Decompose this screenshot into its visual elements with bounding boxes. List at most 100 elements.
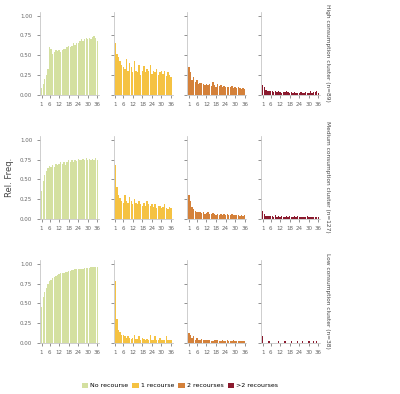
Bar [127, 336, 129, 343]
Bar [210, 341, 212, 343]
Bar [318, 217, 319, 219]
Bar [146, 339, 148, 343]
Bar [314, 217, 316, 219]
Bar [132, 204, 134, 219]
Bar [49, 47, 50, 95]
Bar [74, 269, 76, 343]
Bar [281, 216, 282, 219]
Bar [89, 38, 90, 95]
Bar [126, 201, 127, 219]
Bar [220, 341, 222, 343]
Bar [222, 87, 223, 95]
Bar [138, 65, 140, 95]
Bar [119, 332, 121, 343]
Bar [47, 69, 49, 95]
Bar [148, 340, 150, 343]
Bar [244, 89, 245, 95]
Bar [218, 341, 220, 343]
Bar [302, 217, 303, 219]
Bar [154, 336, 156, 343]
Bar [217, 340, 218, 343]
Bar [267, 91, 268, 95]
Bar [222, 215, 223, 219]
Bar [217, 84, 218, 95]
Bar [280, 92, 281, 95]
Bar [79, 160, 80, 219]
Bar [115, 281, 116, 343]
Bar [220, 85, 222, 95]
Bar [190, 201, 191, 219]
Bar [169, 75, 170, 95]
Bar [73, 270, 74, 343]
Bar [57, 275, 58, 343]
Bar [84, 160, 85, 219]
Bar [87, 268, 88, 343]
Bar [140, 75, 142, 95]
Bar [58, 164, 60, 219]
Bar [50, 280, 52, 343]
Bar [241, 341, 242, 343]
Bar [281, 93, 282, 95]
Bar [42, 84, 44, 95]
Bar [273, 217, 274, 219]
Bar [228, 87, 230, 95]
Bar [284, 217, 286, 219]
Bar [97, 160, 98, 219]
Bar [151, 340, 152, 343]
Bar [212, 82, 214, 95]
Bar [208, 340, 209, 343]
Legend: No recourse, 1 recourse, 2 recourses, >2 recourses: No recourse, 1 recourse, 2 recourses, >2… [79, 380, 281, 391]
Bar [126, 338, 127, 343]
Bar [161, 208, 162, 219]
Bar [156, 69, 157, 95]
Bar [142, 206, 143, 219]
Bar [135, 339, 137, 343]
Bar [47, 284, 49, 343]
Bar [316, 91, 318, 95]
Bar [68, 46, 69, 95]
Bar [223, 86, 225, 95]
Bar [278, 91, 279, 95]
Bar [124, 69, 126, 95]
Bar [167, 340, 168, 343]
Bar [265, 216, 266, 219]
Bar [313, 341, 314, 343]
Bar [316, 341, 318, 343]
Bar [129, 63, 130, 95]
Bar [198, 84, 199, 95]
Bar [201, 83, 202, 95]
Bar [142, 338, 143, 343]
Bar [275, 91, 276, 95]
Bar [41, 307, 42, 343]
Bar [228, 341, 230, 343]
Bar [288, 217, 289, 219]
Bar [164, 340, 165, 343]
Bar [137, 72, 138, 95]
Bar [92, 37, 93, 95]
Bar [122, 203, 124, 219]
Bar [65, 165, 66, 219]
Bar [95, 267, 96, 343]
Bar [296, 217, 297, 219]
Bar [300, 92, 302, 95]
Bar [135, 71, 137, 95]
Bar [193, 209, 194, 219]
Bar [95, 38, 96, 95]
Bar [302, 93, 303, 95]
Bar [86, 158, 87, 219]
Bar [209, 340, 210, 343]
Bar [86, 268, 87, 343]
Bar [204, 85, 206, 95]
Bar [90, 267, 92, 343]
Bar [71, 160, 72, 219]
Bar [270, 91, 271, 95]
Bar [119, 198, 121, 219]
Bar [68, 160, 69, 219]
Bar [226, 214, 228, 219]
Bar [311, 93, 313, 95]
Bar [170, 208, 172, 219]
Bar [225, 87, 226, 95]
Bar [41, 88, 42, 95]
Bar [234, 341, 236, 343]
Bar [284, 341, 286, 343]
